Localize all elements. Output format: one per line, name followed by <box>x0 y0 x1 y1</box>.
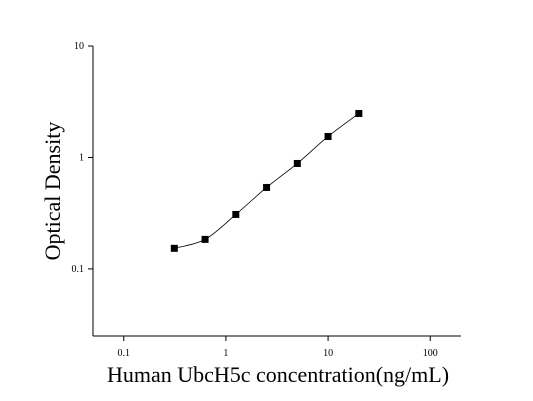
y-tick-label: 1 <box>79 152 84 163</box>
y-axis-title: Optical Density <box>40 122 65 261</box>
x-axis-title: Human UbcH5c concentration(ng/mL) <box>107 362 449 387</box>
point <box>263 183 271 191</box>
y-tick-label: 10 <box>74 41 84 52</box>
point <box>293 159 301 167</box>
point <box>232 210 240 218</box>
point <box>355 109 363 117</box>
x-tick-label: 10 <box>323 348 333 359</box>
x-tick-label: 0.1 <box>118 348 131 359</box>
point <box>170 244 178 252</box>
point <box>201 235 209 243</box>
point <box>324 132 332 140</box>
x-tick-label: 1 <box>223 348 228 359</box>
x-tick-label: 100 <box>423 348 438 359</box>
y-tick-label: 0.1 <box>72 264 85 275</box>
